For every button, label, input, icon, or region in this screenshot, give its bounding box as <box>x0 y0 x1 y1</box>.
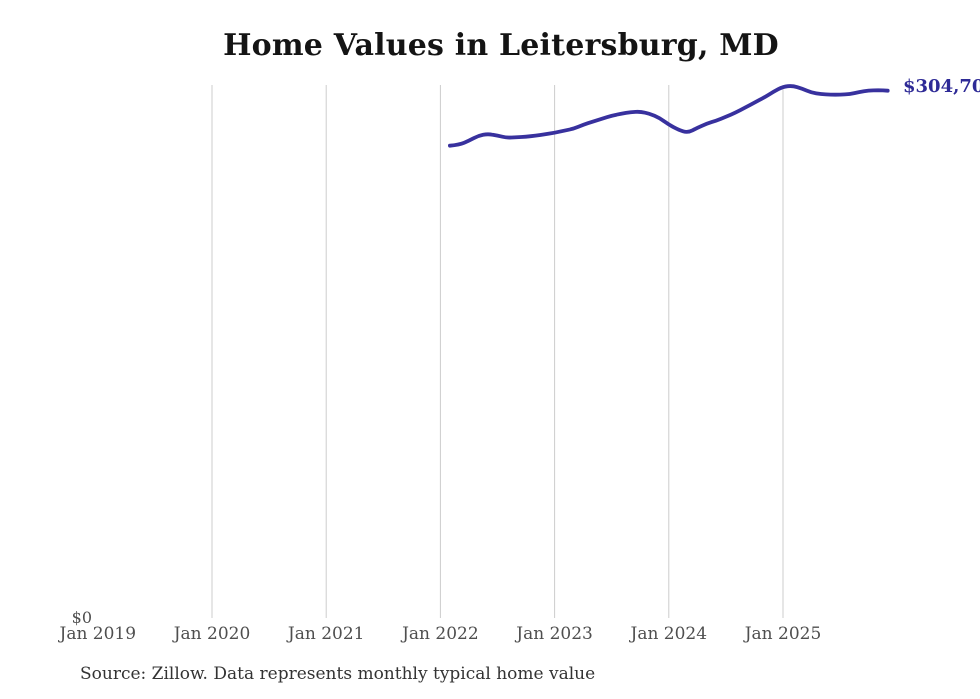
x-axis-label: Jan 2021 <box>287 624 365 644</box>
x-axis-label: Jan 2023 <box>516 624 593 644</box>
y-axis-zero-label: $0 <box>71 608 92 627</box>
x-axis-label: Jan 2025 <box>744 624 822 644</box>
source-note: Source: Zillow. Data represents monthly … <box>80 664 596 684</box>
x-axis-label: Jan 2024 <box>630 624 708 644</box>
x-axis-label: Jan 2020 <box>173 624 251 644</box>
year-gridlines <box>211 85 784 618</box>
x-axis-label: Jan 2019 <box>59 624 137 644</box>
x-axis-label: Jan 2022 <box>402 624 479 644</box>
latest-value-annotation: $304,708 <box>903 76 980 97</box>
home-value-line <box>448 84 890 148</box>
chart-title: Home Values in Leitersburg, MD <box>223 28 779 63</box>
